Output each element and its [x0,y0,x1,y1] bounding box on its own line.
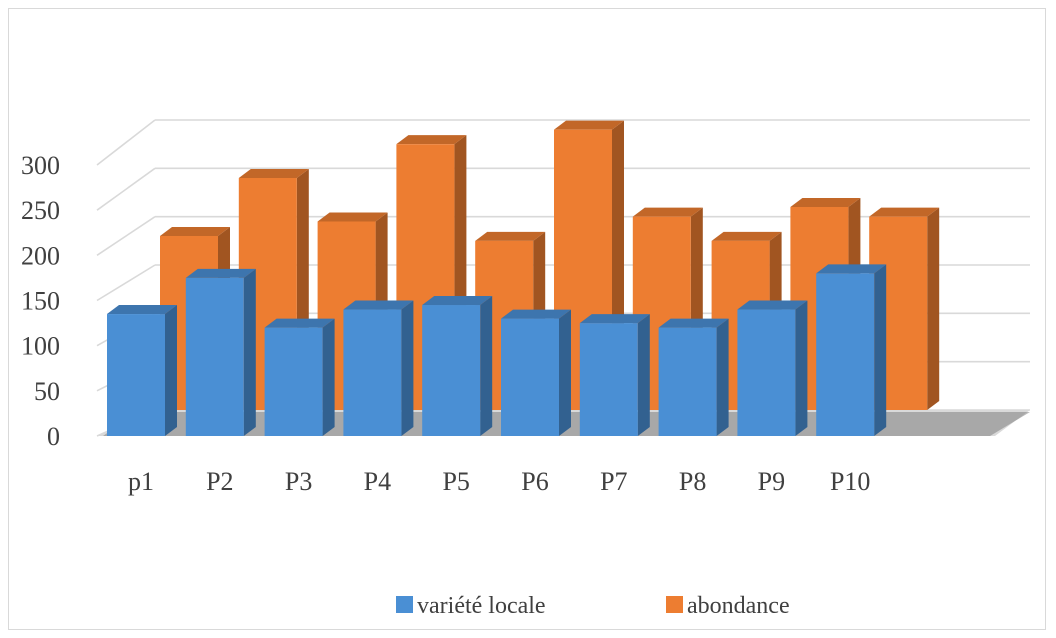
y-axis-ticks: 0 50 100 150 200 250 300 [21,151,60,451]
bar-variete-locale [658,318,729,436]
bar-front [343,309,402,436]
bar-variete-locale [343,300,414,436]
bar-top [554,120,624,130]
bar-side [243,268,256,436]
bar-side [322,318,335,436]
legend-label: variété locale [417,593,546,619]
bar-variete-locale [185,268,256,436]
bar-front [422,305,481,436]
bar-top [160,227,230,236]
bar-top [396,135,467,145]
x-category-label: p1 [128,467,154,496]
bar-top [737,300,808,310]
bar-front [264,327,323,436]
gridline-side [96,216,156,256]
bar-top [579,314,650,324]
x-category-label: P7 [600,467,627,496]
bar-top [475,231,546,241]
bar-top [107,305,177,315]
bar-top [711,231,782,241]
y-tick-label: 100 [21,332,60,361]
bar-top [422,296,493,306]
legend-swatch [666,596,683,613]
bar-top [869,207,940,217]
x-category-label: P4 [364,467,391,496]
y-tick-label: 150 [21,287,60,316]
bar-variete-locale [816,264,887,436]
x-axis-categories: p1 P2 P3 P4 P5 P6 P7 P8 P9 P10 [128,467,870,496]
y-tick-label: 0 [47,422,60,451]
bar-side [401,300,414,436]
y-tick-label: 200 [21,241,60,270]
bar-top [238,169,309,178]
x-category-label: P10 [830,467,870,496]
bar-variete-locale [422,296,493,436]
bar-top [185,268,256,278]
bar-side [165,305,177,436]
bar-top [632,207,703,217]
bar-top [264,318,335,328]
bar-front [658,327,717,436]
gridline-side [96,119,156,166]
x-category-label: P5 [442,467,469,496]
bar-side [716,318,729,436]
bar-variete-locale [579,314,650,436]
y-tick-label: 300 [21,151,60,180]
x-category-label: P2 [206,467,233,496]
bar-side [795,300,808,436]
y-tick-label: 250 [21,196,60,225]
bar-top [317,212,388,222]
bar-top [501,309,571,319]
bar-side [927,207,940,410]
legend: variété locale abondance [396,593,790,619]
x-category-label: P9 [758,467,785,496]
x-category-label: P3 [285,467,312,496]
bar-top [790,198,861,207]
gridline-side [96,264,156,302]
bar-variete-locale [107,305,177,436]
x-category-label: P8 [679,467,706,496]
bar-top [816,264,887,274]
bar-front [579,323,638,436]
bar-front [185,277,244,436]
bar-variete-locale [501,309,571,436]
bar-variete-locale [264,318,335,436]
legend-swatch [396,596,413,613]
bar-top [658,318,729,328]
bar-side [874,264,887,436]
bar-side [480,296,493,436]
y-tick-label: 50 [34,377,60,406]
bar-top [343,300,414,310]
bar-side [637,314,650,436]
bar-variete-locale [737,300,808,436]
legend-label: abondance [687,593,790,619]
bar-front [107,314,165,436]
x-category-label: P6 [521,467,548,496]
bar-front [501,318,559,436]
gridline-side [96,167,156,211]
bar-front [737,309,796,436]
variete-locale-bars [107,264,887,436]
bar-front [816,273,875,436]
bar-side [559,309,571,436]
